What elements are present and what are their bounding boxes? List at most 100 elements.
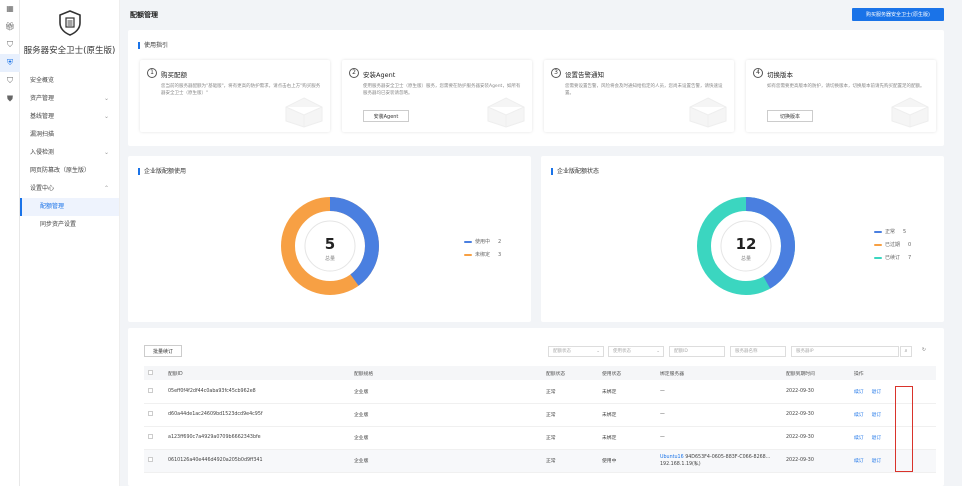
sidebar: 服务器安全卫士(原生版) 安全概览 资产管理 ⌄ 基线管理 ⌄ 漏洞扫描 入侵检测 ⌄… bbox=[20, 0, 120, 486]
status-legend: 正常 5 已过期 0 已续订 7 bbox=[874, 226, 911, 265]
cube-illustration-icon bbox=[487, 97, 525, 128]
unsubscribe-link[interactable]: 退订 bbox=[871, 413, 882, 418]
row-checkbox[interactable] bbox=[148, 457, 153, 462]
status-card: 企业版配额状态 12 总量 正常 5 已过期 0 已续订 7 bbox=[541, 156, 944, 322]
switch-version-button[interactable]: 切换版本 bbox=[767, 110, 813, 122]
donut-center bbox=[720, 220, 772, 272]
refresh-icon[interactable]: ↻ bbox=[921, 347, 927, 353]
sidebar-menu: 安全概览 资产管理 ⌄ 基线管理 ⌄ 漏洞扫描 入侵检测 ⌄ 网页防篡改（原生版） 设… bbox=[20, 72, 119, 234]
app-title: 服务器安全卫士(原生版) bbox=[23, 46, 116, 56]
row-checkbox[interactable] bbox=[148, 387, 153, 393]
chevron-down-icon: ⌄ bbox=[103, 113, 109, 120]
legend-item-unbound: 未绑定 3 bbox=[464, 249, 501, 262]
use-status-select[interactable]: 使用状态 ⌄ bbox=[608, 346, 664, 357]
unsubscribe-link[interactable]: 退订 bbox=[871, 389, 882, 395]
col-quota-spec: 配额规格 bbox=[350, 366, 542, 380]
legend-swatch bbox=[464, 240, 472, 243]
renew-link[interactable]: 续订 bbox=[854, 413, 864, 418]
cell-status: 正常 bbox=[542, 380, 598, 404]
grid-icon[interactable]: ▦ bbox=[6, 4, 14, 13]
chevron-down-icon: ⌄ bbox=[103, 149, 109, 156]
col-quota-id: 配额ID bbox=[164, 366, 350, 380]
cell-quota-id: d60a44de1ac24609bd1523dcd9e4c95f bbox=[164, 403, 350, 427]
step-desc: 使用服务器安全卫士（原生版）服务，您需要在防护服务器安装Agent，如所有服务器… bbox=[363, 84, 521, 96]
guide-step-agent: 2 安装Agent 使用服务器安全卫士（原生版）服务，您需要在防护服务器安装Ag… bbox=[342, 60, 532, 132]
row-checkbox[interactable] bbox=[148, 411, 153, 416]
quota-id-input[interactable]: 配额ID bbox=[669, 346, 725, 357]
legend-item-normal: 正常 5 bbox=[874, 226, 911, 239]
shield-logo-icon bbox=[58, 10, 81, 36]
shield-list-icon[interactable]: ⛉ bbox=[7, 76, 13, 85]
cell-server: — bbox=[656, 380, 782, 404]
shield-dot-icon[interactable]: ⛊ bbox=[7, 94, 13, 103]
install-agent-button[interactable]: 安装Agent bbox=[363, 110, 409, 122]
sidebar-item-quota[interactable]: 配额管理 bbox=[20, 198, 119, 216]
sidebar-item-vuln-scan[interactable]: 漏洞扫描 bbox=[30, 131, 55, 138]
server-id: 94D653F4-0605-883F-C066-8268... bbox=[685, 454, 771, 460]
guide-step-buy: 1 购买配额 您当前的服务器配额为"基础版"，将有更高的防护需求，请点击右上方"… bbox=[140, 60, 330, 132]
guide-card: 使用指引 1 购买配额 您当前的服务器配额为"基础版"，将有更高的防护需求，请点… bbox=[128, 30, 944, 146]
step-number: 1 bbox=[147, 68, 157, 78]
legend-item-expired: 已过期 0 bbox=[874, 239, 911, 252]
sidebar-item-assets[interactable]: 资产管理 ⌄ bbox=[20, 90, 119, 108]
cell-expire: 2022-09-30 bbox=[782, 403, 850, 427]
step-title: 设置告警通知 bbox=[565, 71, 604, 79]
col-actions: 操作 bbox=[850, 366, 936, 380]
shield-outline-icon[interactable]: ⛉ bbox=[7, 40, 13, 49]
sidebar-item-overview[interactable]: 安全概览 bbox=[30, 77, 55, 84]
renew-link[interactable]: 续订 bbox=[854, 389, 864, 395]
server-name-link[interactable]: Ubuntu16 bbox=[660, 454, 684, 460]
usage-total-label: 总量 bbox=[325, 255, 335, 262]
sidebar-item-settings[interactable]: 设置中心 ⌃ bbox=[20, 180, 119, 198]
legend-swatch bbox=[464, 253, 472, 256]
renew-link[interactable]: 续订 bbox=[854, 459, 864, 464]
sidebar-item-sync-assets[interactable]: 同步资产设置 bbox=[40, 221, 77, 228]
legend-swatch bbox=[874, 256, 882, 259]
step-desc: 您当前的服务器配额为"基础版"，将有更高的防护需求，请点击右上方"购买服务器安全… bbox=[161, 84, 321, 96]
server-ip: 192.168.1.19(私) bbox=[660, 461, 701, 467]
table-row: d60a44de1ac24609bd1523dcd9e4c95f 企业版 正常 … bbox=[144, 403, 936, 427]
step-number: 2 bbox=[349, 68, 359, 78]
status-title: 企业版配额状态 bbox=[551, 168, 599, 175]
cell-expire: 2022-09-30 bbox=[782, 380, 850, 404]
cell-spec: 企业版 bbox=[350, 449, 542, 473]
legend-swatch bbox=[874, 243, 882, 246]
sidebar-item-baseline[interactable]: 基线管理 ⌄ bbox=[20, 108, 119, 126]
sidebar-item-web-tamper[interactable]: 网页防篡改（原生版） bbox=[30, 167, 91, 174]
table-row: 05eff0f4f2df44c0aba93fc45cb962e8 企业版 正常 … bbox=[144, 380, 936, 404]
renew-link[interactable]: 续订 bbox=[854, 436, 864, 441]
gift-icon[interactable]: 🎁︎ bbox=[4, 22, 16, 31]
cube-illustration-icon bbox=[285, 97, 323, 128]
cell-use: 未绑定 bbox=[598, 380, 656, 404]
cell-spec: 企业版 bbox=[350, 403, 542, 427]
status-donut-chart: 12 总量 bbox=[697, 197, 795, 295]
step-title: 购买配额 bbox=[161, 71, 187, 79]
step-number: 4 bbox=[753, 68, 763, 78]
cell-server: Ubuntu16 94D653F4-0605-883F-C066-8268...… bbox=[656, 449, 782, 473]
step-title: 切换版本 bbox=[767, 71, 793, 79]
shield-active-icon[interactable]: ⛨ bbox=[0, 54, 20, 72]
sidebar-item-intrusion[interactable]: 入侵检测 ⌄ bbox=[20, 144, 119, 162]
row-checkbox[interactable] bbox=[148, 434, 153, 439]
cell-quota-id: 0610126a40e446d4920a205b0d9ff341 bbox=[164, 449, 350, 473]
step-desc: 您需要设置告警，风险将会及时通知给指定的人员，您尚未设置告警，请快速设置。 bbox=[565, 84, 723, 96]
search-icon[interactable]: ⌕ bbox=[900, 346, 912, 357]
cell-expire: 2022-09-30 bbox=[782, 449, 850, 473]
status-total: 12 bbox=[736, 235, 757, 253]
select-all-checkbox[interactable] bbox=[148, 369, 153, 375]
table-row: a123ff690c7a4929a0709b6662343bfe 企业版 正常 … bbox=[144, 426, 936, 450]
chevron-down-icon: ⌄ bbox=[103, 95, 109, 102]
batch-renew-button[interactable]: 批量续订 bbox=[144, 345, 182, 357]
unsubscribe-link[interactable]: 退订 bbox=[871, 436, 882, 441]
buy-button[interactable]: 购买服务器安全卫士(原生版) bbox=[852, 8, 944, 21]
table-header: 配额ID 配额规格 配额状态 使用状态 绑定服务器 配额到期时间 操作 bbox=[144, 366, 936, 380]
server-name-input[interactable]: 服务器名称 bbox=[730, 346, 786, 357]
usage-legend: 使用中 2 未绑定 3 bbox=[464, 236, 501, 262]
server-ip-input[interactable]: 服务器IP bbox=[791, 346, 899, 357]
quota-status-select[interactable]: 配额状态 ⌄ bbox=[548, 346, 604, 357]
unsubscribe-link[interactable]: 退订 bbox=[871, 459, 882, 464]
legend-item-in-use: 使用中 2 bbox=[464, 236, 501, 249]
step-title: 安装Agent bbox=[363, 71, 396, 79]
cell-status: 正常 bbox=[542, 449, 598, 473]
cell-spec: 企业版 bbox=[350, 426, 542, 450]
